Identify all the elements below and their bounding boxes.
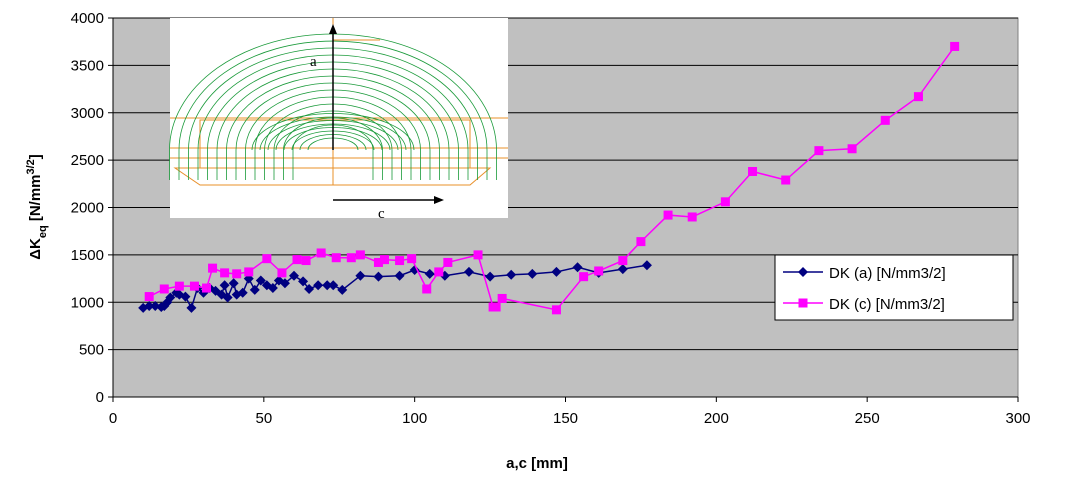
data-point	[332, 253, 341, 262]
y-axis-label-part: 3/2	[25, 159, 37, 174]
inset-label: a	[310, 54, 317, 70]
data-point	[302, 256, 311, 265]
inset-label: c	[378, 206, 385, 222]
data-point	[748, 167, 757, 176]
y-axis-label-part: ΔK	[27, 238, 44, 260]
y-tick-label: 2000	[71, 200, 104, 217]
data-point	[848, 144, 857, 153]
data-point	[380, 255, 389, 264]
y-tick-label: 3000	[71, 105, 104, 122]
data-point	[347, 253, 356, 262]
data-point	[492, 302, 501, 311]
data-point	[244, 267, 253, 276]
data-point	[434, 267, 443, 276]
data-point	[474, 250, 483, 259]
data-point	[781, 176, 790, 185]
data-point	[594, 266, 603, 275]
y-axis-label-part: ]	[27, 154, 44, 159]
data-point	[443, 258, 452, 267]
chart: ac DK (a) [N/mm3/2]DK (c) [N/mm3/2] a,c …	[0, 0, 1074, 486]
data-point	[814, 146, 823, 155]
x-tick-label: 150	[553, 410, 578, 427]
x-tick-label: 50	[255, 410, 272, 427]
y-tick-label: 1500	[71, 247, 104, 264]
y-tick-label: 0	[96, 389, 104, 406]
data-point	[395, 256, 404, 265]
data-point	[914, 92, 923, 101]
x-axis-label: a,c [mm]	[506, 455, 568, 472]
data-point	[356, 250, 365, 259]
x-tick-label: 200	[704, 410, 729, 427]
data-point	[202, 284, 211, 293]
x-tick-label: 250	[855, 410, 880, 427]
data-point	[262, 254, 271, 263]
data-point	[636, 237, 645, 246]
data-point	[498, 294, 507, 303]
y-tick-label: 2500	[71, 152, 104, 169]
y-tick-label: 500	[79, 342, 104, 359]
y-axis-label-part: [N/mm	[27, 174, 44, 225]
y-tick-label: 1000	[71, 294, 104, 311]
data-point	[160, 284, 169, 293]
x-tick-label: 100	[402, 410, 427, 427]
data-point	[721, 197, 730, 206]
y-axis-label: ΔKeq [N/mm3/2]	[25, 154, 49, 260]
data-point	[407, 254, 416, 263]
data-point	[293, 255, 302, 264]
legend-label: DK (a) [N/mm3/2]	[829, 265, 946, 282]
data-point	[618, 256, 627, 265]
data-point	[317, 248, 326, 257]
legend-label: DK (c) [N/mm3/2]	[829, 296, 945, 313]
legend-marker	[799, 299, 808, 308]
data-point	[664, 211, 673, 220]
data-point	[220, 268, 229, 277]
data-point	[208, 264, 217, 273]
data-point	[232, 269, 241, 278]
y-tick-label: 3500	[71, 57, 104, 74]
data-point	[950, 42, 959, 51]
inset-diagram: ac	[170, 18, 509, 222]
data-point	[881, 116, 890, 125]
x-tick-label: 300	[1005, 410, 1030, 427]
y-axis-label-part: eq	[37, 225, 49, 238]
data-point	[579, 272, 588, 281]
data-point	[552, 305, 561, 314]
y-tick-label: 4000	[71, 10, 104, 27]
x-tick-label: 0	[109, 410, 117, 427]
data-point	[688, 212, 697, 221]
data-point	[145, 292, 154, 301]
data-point	[175, 282, 184, 291]
data-point	[190, 282, 199, 291]
data-point	[277, 268, 286, 277]
data-point	[422, 284, 431, 293]
